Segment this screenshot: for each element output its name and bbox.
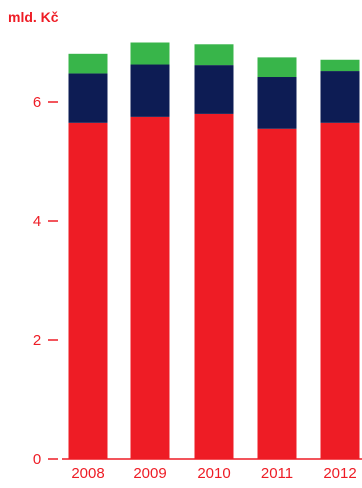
- y-axis-ticks: 0 2 4 6: [33, 94, 58, 468]
- bars: [68, 42, 360, 460]
- y-tick-label: 2: [33, 332, 41, 349]
- x-tick-label: 2012: [323, 465, 356, 482]
- bar-segment: [320, 122, 360, 459]
- y-axis-label: mld. Kč: [8, 9, 59, 25]
- bar-segment: [194, 44, 234, 66]
- bar-segment: [68, 53, 108, 74]
- y-tick-label: 4: [33, 213, 41, 230]
- bar-segment: [130, 42, 170, 65]
- y-tick-label: 6: [33, 94, 41, 111]
- bar-segment: [130, 64, 170, 117]
- x-tick-label: 2011: [261, 465, 293, 482]
- x-tick-label: 2009: [133, 465, 166, 482]
- y-tick-label: 0: [33, 451, 41, 468]
- x-tick-label: 2010: [197, 465, 230, 482]
- bar-segment: [320, 71, 360, 123]
- bar-segment: [257, 128, 297, 459]
- bar-segment: [257, 57, 297, 78]
- bar-segment: [194, 113, 234, 460]
- bar-segment: [130, 116, 170, 459]
- bar-segment: [68, 122, 108, 459]
- x-axis-labels: 2008 2009 2010 2011 2012: [71, 465, 356, 482]
- x-tick-label: 2008: [71, 465, 104, 482]
- bar-segment: [320, 59, 360, 72]
- bar-segment: [194, 65, 234, 114]
- bar-segment: [257, 77, 297, 129]
- bar-segment: [68, 73, 108, 123]
